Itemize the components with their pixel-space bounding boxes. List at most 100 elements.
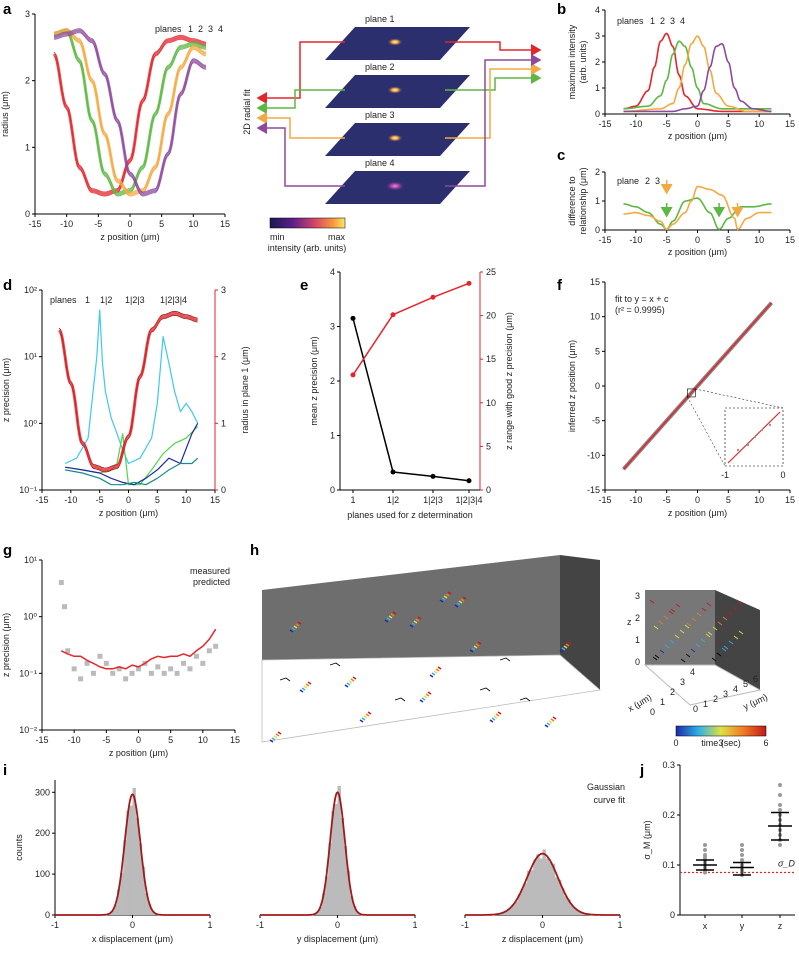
panel-j-y-point <box>740 848 744 852</box>
plane-4-name: plane 4 <box>365 158 395 168</box>
panel-h-track-segment <box>550 718 555 722</box>
panel-i-y-bar <box>337 786 341 915</box>
panel-b-ytick-label: 1 <box>595 83 600 93</box>
panel-h-track-segment <box>433 670 438 674</box>
panel-g-measured-point <box>90 670 96 676</box>
panel-d-xtick-label: -15 <box>35 495 48 505</box>
panel-h-track-segment <box>425 693 430 697</box>
panel-j-z-point <box>778 843 782 847</box>
panel-b-xtick-label: 10 <box>754 119 764 129</box>
panel-g-measured-point <box>123 676 129 682</box>
panel-h-track-segment <box>437 666 442 670</box>
plane-1-left-arrow <box>256 41 345 104</box>
panel-h-inset-track <box>722 616 728 621</box>
panel-g-measured-point <box>181 660 187 666</box>
panel-a-series-4-line <box>53 29 207 196</box>
panel-i-y-bar <box>328 842 332 915</box>
panel-f-ytick-label: 0 <box>595 381 600 391</box>
panel-a-legend-4: 4 <box>218 24 223 34</box>
panel-c-xtick-label: -10 <box>629 235 642 245</box>
panel-d-legend-1: 1|2 <box>100 295 112 305</box>
panel-g-measured-point <box>187 666 193 672</box>
panel-h-track-segment <box>497 711 502 715</box>
panel-h-inset-track <box>652 656 658 661</box>
panel-h-xtick: 1 <box>660 697 665 707</box>
panel-j-x-point <box>703 848 707 852</box>
panel-h-track-segment <box>348 680 353 684</box>
panel-g-legend-measured: measured <box>190 566 230 576</box>
panel-f-xlabel: z position (μm) <box>668 508 727 518</box>
panel-h-track-segment <box>475 643 480 647</box>
panel-j-y-point <box>740 853 744 857</box>
panel-h-ytick: 0 <box>693 704 698 714</box>
panel-h-track-segment <box>277 731 282 735</box>
panel-i-y-bar <box>331 810 335 915</box>
panel-i-z-bar <box>517 893 522 915</box>
panel-f-xtick-label: 0 <box>695 495 700 505</box>
panel-a-series-1-band-bot <box>53 38 207 197</box>
panel-h-floor-track <box>499 657 511 662</box>
panel-h-inset-track <box>705 633 711 638</box>
panel-h-track-segment <box>392 611 397 615</box>
panel-a-label: a <box>3 1 12 18</box>
panel-i-z-bar <box>536 854 540 915</box>
panel-h-track-segment <box>460 598 465 602</box>
panel-c-ytick-label: 2 <box>595 167 600 177</box>
panel-h-track-segment <box>297 621 302 625</box>
panel-h-xtick: 3 <box>680 677 685 687</box>
panel-h-inset-track <box>737 601 743 606</box>
panel-c-legend-word: plane <box>617 176 639 186</box>
panel-e-ylabel: mean z precision (μm) <box>309 336 319 425</box>
panel-i-xtick-label: -1 <box>461 920 469 930</box>
panel-j-x-point <box>703 843 707 847</box>
panel-g-xtick-label: 10 <box>198 735 208 745</box>
panel-h-floor-track <box>519 697 531 702</box>
colorbar-max-label: max <box>328 232 346 242</box>
panel-f-inset-point <box>753 435 757 439</box>
panel-e-xlabel: planes used for z determination <box>347 510 473 520</box>
panel-h-inset-track <box>668 610 674 615</box>
panel-f-ytick-label: 15 <box>590 277 600 287</box>
panel-d-series-1|2|3 <box>65 423 199 486</box>
panel-h-track-segment <box>473 645 478 649</box>
panel-b-ytick-label: 2 <box>595 57 600 67</box>
panel-f-ylabel: inferred z position (μm) <box>567 340 577 432</box>
panel-h-inset-track <box>733 635 739 640</box>
panel-j-xtick-label: x <box>703 921 708 931</box>
panel-g-measured-point <box>58 580 64 586</box>
panel-b-ytick-label: 3 <box>595 31 600 41</box>
panel-c-series-3 <box>623 185 772 231</box>
panel-a-series-2-line <box>53 29 207 196</box>
plane-1-spot <box>387 38 403 46</box>
panel-h-track-segment <box>548 720 553 724</box>
plane-2-left-arrow <box>256 89 345 114</box>
panel-h-inset-track <box>696 612 702 617</box>
panel-h-inset-track <box>684 624 690 629</box>
panel-i-xtick-label: 1 <box>617 920 622 930</box>
panel-j-ytick-label: 0 <box>670 910 675 920</box>
panel-i-z-bar <box>527 870 531 915</box>
plane-4-left-arrow <box>256 122 345 187</box>
panel-h-inset-track <box>727 611 733 616</box>
panel-e-xtick-label-2: 1|2|3 <box>423 495 443 505</box>
panel-h-back-wall <box>262 555 560 660</box>
panel-e-ytick-label: 3 <box>330 322 335 332</box>
panel-b-label: b <box>557 1 566 18</box>
panel-h-inset-track <box>653 625 659 630</box>
panel-g-measured-point <box>148 670 154 676</box>
panel-h-floor-track <box>394 697 406 702</box>
panel-h-track-segment <box>462 596 467 600</box>
panel-i-ytick-label: 300 <box>35 787 50 797</box>
panel-f-inset-point <box>736 448 740 452</box>
panel-e-label: e <box>300 277 308 294</box>
panel-h-cbar-label: time (sec) <box>701 738 741 748</box>
panel-a-series-3-line <box>53 29 207 196</box>
panel-g-measured-point <box>84 660 90 666</box>
panel-h-track-segment <box>559 649 564 653</box>
panel-i-x-bar <box>123 840 127 915</box>
panel-f-inset-point <box>768 423 772 427</box>
panel-h-inset-track <box>691 617 697 622</box>
panel-i-xtick-label: 0 <box>540 920 545 930</box>
panel-e-precision-point <box>430 473 436 479</box>
panel-i-z-bar <box>530 870 534 915</box>
